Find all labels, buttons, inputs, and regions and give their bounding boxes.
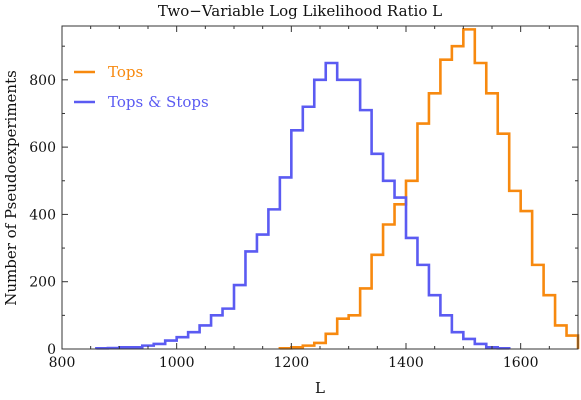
y-axis: 0 200 400 600 800 [29,45,578,358]
x-axis-label: L [315,379,325,397]
legend-label: Tops [108,63,143,81]
series-line-tops-and-stops [95,61,511,350]
x-tick-label: 1600 [503,355,539,371]
x-tick-label: 1200 [274,355,310,371]
plot-area [95,28,580,350]
x-tick-label: 800 [49,355,76,371]
x-tick-label: 1400 [388,355,424,371]
legend-label: Tops & Stops [108,93,209,111]
y-tick-label: 600 [29,140,56,156]
y-axis-label: Number of Pseudoexperiments [2,70,20,306]
y-tick-label: 0 [47,342,56,358]
series-line-tops [278,28,580,350]
y-tick-label: 200 [29,275,56,291]
x-tick-label: 1000 [159,355,195,371]
chart-title: Two−Variable Log Likelihood Ratio L [158,2,442,20]
y-tick-label: 800 [29,73,56,89]
x-axis: 800 1000 1200 1400 1600 [49,26,579,371]
y-tick-label: 400 [29,207,56,223]
legend: Tops Tops & Stops [74,63,209,111]
